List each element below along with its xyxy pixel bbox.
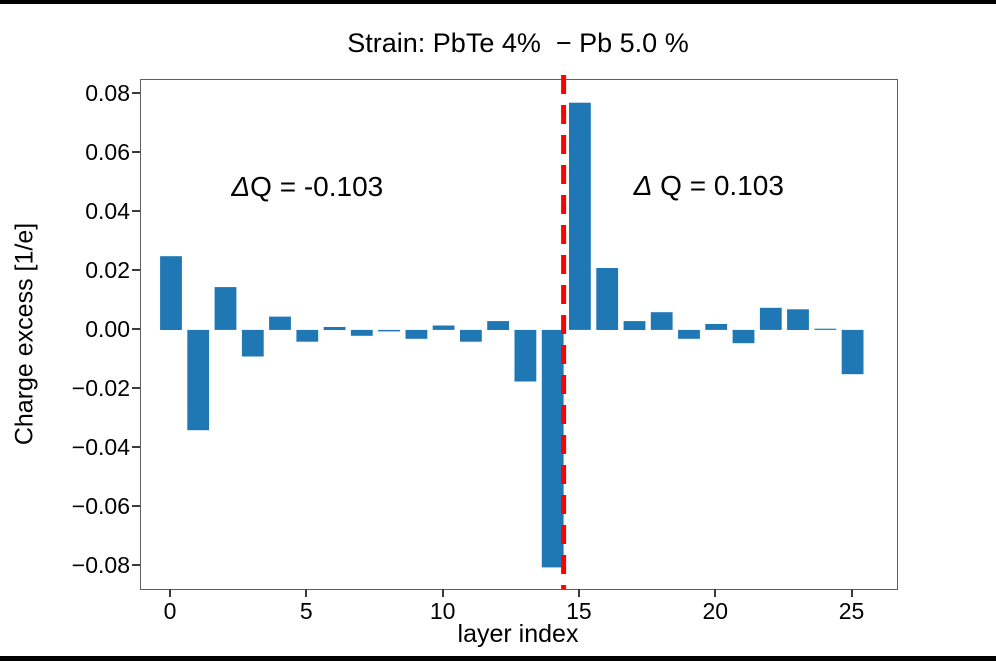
x-tick-mark	[577, 589, 580, 597]
y-tick-mark	[132, 504, 140, 507]
y-tick-mark	[132, 445, 140, 448]
bar-layer-9	[405, 329, 428, 339]
annotation-left-text: Q = -0.103	[250, 170, 384, 202]
delta-symbol: Δ	[231, 170, 251, 202]
bar-layer-19	[678, 329, 700, 339]
bar-layer-18	[650, 312, 673, 330]
y-tick-label: 0.02	[85, 256, 130, 283]
x-tick-label: 10	[429, 598, 456, 624]
bar-layer-23	[787, 309, 809, 330]
bar-layer-4	[269, 316, 291, 330]
bar-layer-6	[323, 327, 346, 330]
annotation-right: Δ Q = 0.103	[634, 170, 784, 202]
bar-layer-15	[569, 102, 591, 330]
bar-layer-0	[160, 256, 182, 330]
bar-layer-17	[623, 321, 646, 330]
y-tick-mark	[132, 91, 140, 94]
bar-layer-2	[214, 287, 237, 330]
bar-layer-1	[187, 329, 210, 431]
y-tick-mark	[132, 386, 140, 389]
x-tick-mark	[850, 589, 853, 597]
top-border	[0, 0, 996, 4]
bar-layer-7	[350, 329, 373, 336]
x-tick-mark	[714, 589, 717, 597]
y-tick-label: 0.06	[85, 138, 130, 165]
bar-layer-11	[460, 329, 482, 342]
bottom-border	[0, 656, 996, 661]
x-tick-mark	[441, 589, 444, 597]
bar-layer-12	[487, 321, 509, 330]
bar-layer-10	[432, 325, 455, 330]
bar-layer-3	[241, 329, 264, 357]
y-tick-mark	[132, 268, 140, 271]
plot-area: ΔQ = -0.103 Δ Q = 0.103	[140, 75, 898, 590]
chart-title: Strain: PbTe 4% − Pb 5.0 %	[347, 28, 689, 58]
y-tick-mark	[132, 150, 140, 153]
bar-layer-25	[841, 329, 864, 375]
x-tick-label: 5	[299, 598, 313, 624]
x-tick-label: 25	[838, 598, 865, 624]
y-tick-label: 0.04	[85, 197, 130, 224]
bars-canvas	[160, 75, 864, 589]
x-tick-mark	[168, 589, 171, 597]
x-tick-label: 15	[566, 598, 592, 624]
y-tick-label: −0.04	[71, 433, 130, 460]
y-tick-mark	[132, 563, 140, 566]
x-tick-mark	[305, 589, 308, 597]
x-axis-label: layer index	[457, 620, 579, 648]
y-tick-label: −0.02	[71, 374, 130, 401]
bar-layer-5	[296, 329, 319, 342]
bar-layer-22	[759, 307, 782, 330]
y-tick-label: 0.08	[85, 79, 130, 106]
y-tick-label: −0.06	[71, 492, 130, 519]
bar-layer-14	[541, 329, 564, 568]
y-tick-mark	[132, 327, 140, 330]
bar-layer-24	[814, 328, 837, 330]
bar-layer-8	[378, 329, 400, 332]
bar-layer-16	[596, 268, 619, 330]
x-tick-label: 0	[163, 598, 177, 624]
y-tick-mark	[132, 209, 140, 212]
x-tick-label: 20	[702, 598, 729, 624]
bar-layer-20	[705, 324, 728, 330]
annotation-left: ΔQ = -0.103	[231, 171, 383, 203]
delta-symbol: Δ	[633, 169, 653, 201]
bar-layer-13	[514, 329, 537, 382]
y-tick-label: −0.08	[71, 551, 130, 578]
y-axis-label: Charge excess [1/e]	[10, 222, 39, 446]
annotation-right-text: Q = 0.103	[652, 169, 784, 201]
y-tick-label: 0.00	[85, 315, 130, 342]
bar-layer-21	[732, 329, 755, 344]
